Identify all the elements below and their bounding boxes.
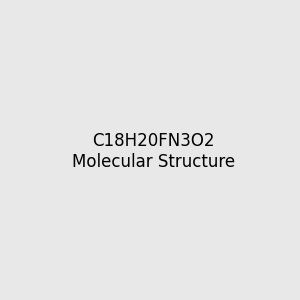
Text: C18H20FN3O2
Molecular Structure: C18H20FN3O2 Molecular Structure: [72, 132, 235, 171]
